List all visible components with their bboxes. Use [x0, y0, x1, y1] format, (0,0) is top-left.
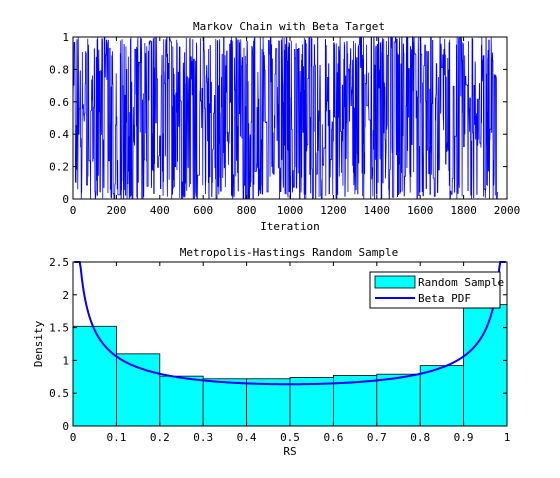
plot2-xlabel: RS [283, 445, 296, 458]
plot1-x-ticks: 0 200 400 600 800 1000 1200 1400 1600 1800 2000 [70, 37, 521, 217]
plot1-title: Markov Chain with Beta Target [193, 20, 385, 33]
plot1-y-tick-label: 0.6 [49, 96, 69, 109]
plot2-y-ticks: 0 0.5 1 1.5 2 2.5 [49, 256, 507, 433]
plot1-x-tick-label: 1600 [407, 204, 434, 217]
plot2-x-ticks: 0 0.1 0.2 0.3 0.4 0.5 0.6 0.7 0.8 0.9 1 [70, 262, 511, 444]
plot1-x-tick-label: 1000 [277, 204, 304, 217]
plot1-x-tick-label: 1800 [450, 204, 477, 217]
plot2-y-tick-label: 1 [62, 354, 69, 367]
plot2-x-tick-label: 0.9 [454, 431, 474, 444]
legend-label-beta-pdf: Beta PDF [418, 292, 471, 305]
plot2-y-tick-label: 2.5 [49, 256, 69, 269]
plot2-x-tick-label: 0.6 [323, 431, 343, 444]
plot1-xlabel: Iteration [260, 220, 320, 233]
plot2-y-tick-label: 1.5 [49, 322, 69, 335]
legend-label-random-sample: Random Sample [418, 276, 504, 289]
plot1-y-tick-label: 1 [62, 31, 69, 44]
markov-chain-series [72, 35, 499, 200]
plot2-x-tick-label: 1 [504, 431, 511, 444]
plot1-y-ticks: 0 0.2 0.4 0.6 0.8 1 [49, 31, 507, 206]
histogram-bar [159, 375, 204, 427]
plot1-x-tick-label: 800 [237, 204, 257, 217]
plot1-y-tick-label: 0.8 [49, 63, 69, 76]
plot1-y-tick-label: 0.2 [49, 161, 69, 174]
plot1-y-tick-label: 0 [62, 193, 69, 206]
plot2-x-tick-label: 0.1 [106, 431, 126, 444]
plot1-y-tick-label: 0.4 [49, 128, 69, 141]
plot1-x-tick-label: 1400 [364, 204, 391, 217]
plot2-x-tick-label: 0.3 [193, 431, 213, 444]
histogram-bar [376, 373, 421, 427]
histogram-bar [463, 304, 508, 427]
plot1-x-tick-label: 200 [106, 204, 126, 217]
plot1-x-tick-label: 400 [150, 204, 170, 217]
histogram-bar [116, 353, 161, 427]
histogram-bar [202, 378, 247, 427]
histogram-bar [246, 378, 291, 427]
plot2-x-tick-label: 0.4 [237, 431, 257, 444]
plot2-ylabel: Density [32, 320, 45, 367]
plot1-x-tick-label: 600 [193, 204, 213, 217]
plot1-x-tick-label: 0 [70, 204, 77, 217]
markov-chain-line [72, 35, 499, 200]
legend-swatch-random-sample [374, 275, 416, 289]
plot2-x-tick-label: 0.7 [367, 431, 387, 444]
beta-pdf-curve [74, 261, 506, 386]
legend: Random Sample Beta PDF [369, 271, 504, 309]
plot1-x-tick-label: 1200 [320, 204, 347, 217]
histogram-plot: Metropolis-Hastings Random Sample 0 0.1 0.… [32, 246, 510, 458]
plot2-x-tick-label: 0.8 [410, 431, 430, 444]
histogram-bars [72, 304, 508, 427]
plot2-y-tick-label: 0.5 [49, 387, 69, 400]
plot2-title: Metropolis-Hastings Random Sample [180, 246, 399, 259]
histogram-bar [419, 365, 465, 427]
markov-chain-plot: Markov Chain with Beta Target 0 200 400 600… [49, 20, 520, 233]
histogram-bar [72, 325, 117, 427]
plot2-y-tick-label: 2 [62, 289, 69, 302]
plot2-x-tick-label: 0.2 [150, 431, 170, 444]
plot2-y-tick-label: 0 [62, 420, 69, 433]
plot2-x-tick-label: 0.5 [280, 431, 300, 444]
plot1-x-tick-label: 2000 [494, 204, 521, 217]
plot2-x-tick-label: 0 [70, 431, 77, 444]
